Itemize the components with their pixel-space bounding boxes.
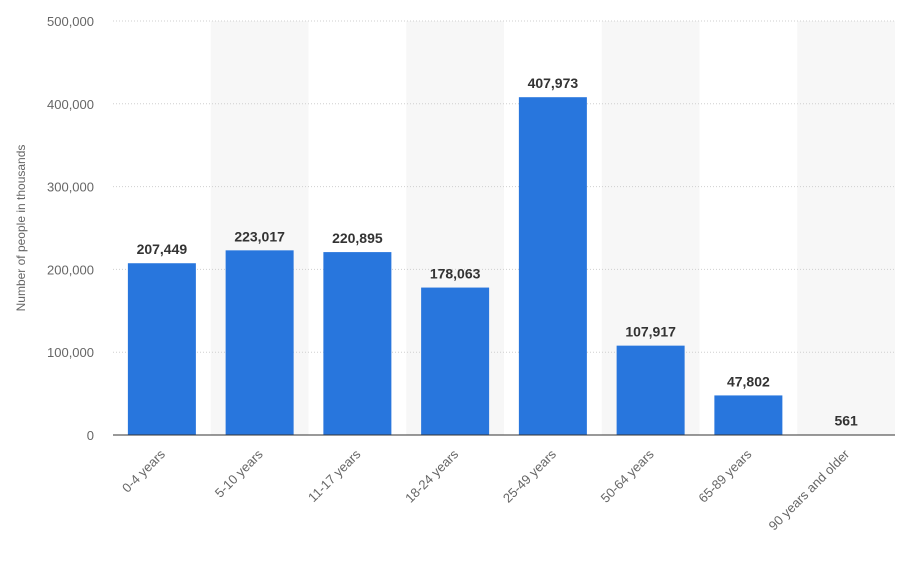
bar	[323, 252, 392, 435]
x-tick-label: 50-64 years	[598, 446, 658, 506]
data-label: 561	[834, 413, 858, 429]
y-axis-label: Number of people in thousands	[14, 145, 28, 312]
x-tick-label: 90 years and older	[765, 446, 852, 533]
y-axis-ticks: 0 100,000 200,000 300,000 400,000 500,000	[47, 14, 94, 443]
column-shade	[797, 21, 895, 435]
x-tick-label: 5-10 years	[212, 446, 266, 500]
y-tick-label: 100,000	[47, 345, 94, 360]
data-label: 107,917	[625, 324, 676, 340]
bar	[616, 345, 685, 435]
y-tick-label: 300,000	[47, 180, 94, 195]
data-label: 207,449	[137, 241, 188, 257]
bar	[714, 395, 783, 435]
data-label: 178,063	[430, 266, 481, 282]
y-tick-label: 400,000	[47, 97, 94, 112]
data-label: 47,802	[727, 373, 770, 389]
x-tick-label: 11-17 years	[305, 446, 364, 505]
y-tick-label: 0	[87, 428, 94, 443]
x-axis-ticks: 0-4 years 5-10 years 11-17 years 18-24 year…	[119, 446, 853, 533]
data-label: 223,017	[234, 228, 285, 244]
x-tick-label: 65-89 years	[695, 446, 755, 506]
data-labels: 207,449 223,017 220,895 178,063 407,973 107,9…	[137, 75, 858, 428]
x-tick-label: 25-49 years	[500, 446, 560, 506]
x-tick-label: 18-24 years	[402, 446, 462, 506]
y-tick-label: 200,000	[47, 262, 94, 277]
data-label: 220,895	[332, 230, 383, 246]
data-label: 407,973	[528, 75, 579, 91]
bar	[225, 250, 294, 435]
gridlines	[113, 20, 895, 353]
y-tick-label: 500,000	[47, 14, 94, 29]
column-shading	[210, 21, 895, 435]
bars	[127, 97, 881, 435]
bar	[127, 263, 196, 435]
bar	[518, 97, 587, 435]
x-tick-label: 0-4 years	[119, 446, 168, 495]
bar	[421, 287, 490, 435]
